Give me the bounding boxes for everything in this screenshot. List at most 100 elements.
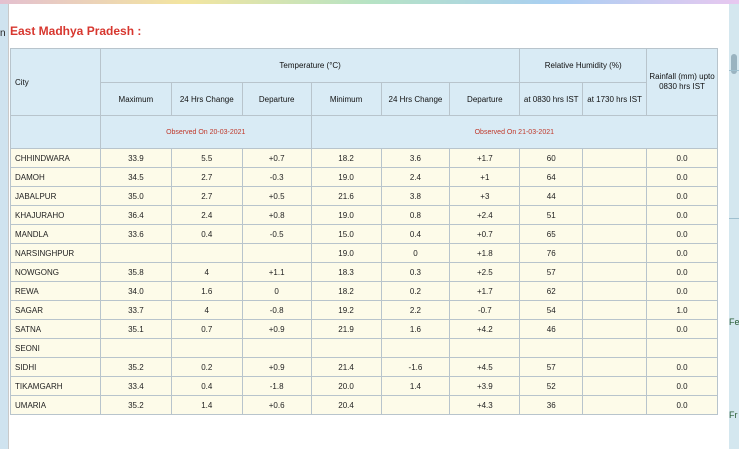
header-rh-0830: at 0830 hrs IST <box>519 82 584 116</box>
table-row: NOWGONG 35.8 4 +1.1 18.3 0.3 +2.5 57 0.0 <box>10 262 718 282</box>
cell-rh-0830: 57 <box>519 357 584 377</box>
cell-rh-1730 <box>582 300 648 320</box>
cell-departure-max: +0.7 <box>241 148 312 168</box>
right-edge-text-1: Fe <box>729 317 739 327</box>
header-humidity: Relative Humidity (%) <box>519 48 648 83</box>
cell-city: TIKAMGARH <box>10 376 101 396</box>
table-row: UMARIA 35.2 1.4 +0.6 20.4 +4.3 36 0.0 <box>10 395 718 415</box>
cell-city: DAMOH <box>10 167 101 187</box>
cell-departure-min: +2.4 <box>449 205 521 225</box>
cell-departure-max: -0.5 <box>241 224 312 244</box>
cell-departure-max: +1.1 <box>241 262 312 282</box>
cell-rh-1730 <box>582 376 648 396</box>
cell-change-max: 4 <box>170 262 243 282</box>
cell-maximum: 33.9 <box>99 148 172 168</box>
cell-city: SATNA <box>10 319 101 339</box>
table-row: KHAJURAHO 36.4 2.4 +0.8 19.0 0.8 +2.4 51 0.0 <box>10 205 718 225</box>
cell-rh-0830: 54 <box>519 300 584 320</box>
cell-change-min: 1.6 <box>380 319 451 339</box>
cell-change-min: 2.4 <box>380 167 451 187</box>
cell-change-max: 2.7 <box>170 186 243 206</box>
cell-departure-max: +0.5 <box>241 186 312 206</box>
cell-change-min: 0.3 <box>380 262 451 282</box>
cell-minimum: 20.4 <box>310 395 382 415</box>
cell-departure-min: +4.5 <box>449 357 521 377</box>
panel-bottom <box>9 426 728 449</box>
right-adjacent-panel: Fe Fr <box>729 4 739 449</box>
cell-departure-max: -0.8 <box>241 300 312 320</box>
cell-change-min: 0.4 <box>380 224 451 244</box>
header-rainfall: Rainfall (mm) upto 0830 hrs IST <box>646 48 718 116</box>
header-change-min: 24 Hrs Change <box>380 82 451 116</box>
cell-minimum: 18.2 <box>310 281 382 301</box>
cell-maximum <box>99 243 172 263</box>
header-maximum: Maximum <box>99 82 172 116</box>
cell-rainfall: 1.0 <box>646 300 718 320</box>
cell-departure-min: +1.8 <box>449 243 521 263</box>
cell-city: SIDHI <box>10 357 101 377</box>
cell-minimum: 19.0 <box>310 205 382 225</box>
table-row: CHHINDWARA 33.9 5.5 +0.7 18.2 3.6 +1.7 60 0.0 <box>10 148 718 168</box>
table-row: SATNA 35.1 0.7 +0.9 21.9 1.6 +4.2 46 0.0 <box>10 319 718 339</box>
cell-change-min <box>380 338 451 358</box>
cell-change-max: 0.7 <box>170 319 243 339</box>
cell-departure-min <box>449 338 521 358</box>
cell-rh-1730 <box>582 281 648 301</box>
cell-change-max: 0.2 <box>170 357 243 377</box>
cell-rainfall: 0.0 <box>646 262 718 282</box>
cell-city: UMARIA <box>10 395 101 415</box>
cell-rainfall <box>646 338 718 358</box>
cell-maximum: 34.0 <box>99 281 172 301</box>
cell-departure-min: +4.3 <box>449 395 521 415</box>
cell-rh-1730 <box>582 186 648 206</box>
section-title: East Madhya Pradesh : <box>10 24 142 38</box>
cell-change-min: 0 <box>380 243 451 263</box>
cell-minimum: 21.4 <box>310 357 382 377</box>
cell-rh-1730 <box>582 357 648 377</box>
table-row: TIKAMGARH 33.4 0.4 -1.8 20.0 1.4 +3.9 52 0.0 <box>10 376 718 396</box>
cell-change-min: 3.8 <box>380 186 451 206</box>
cell-rainfall: 0.0 <box>646 186 718 206</box>
cell-departure-max: +0.8 <box>241 205 312 225</box>
cell-departure-min: +0.7 <box>449 224 521 244</box>
header-temperature: Temperature (°C) <box>99 48 521 83</box>
cell-rainfall: 0.0 <box>646 376 718 396</box>
cell-rh-0830: 60 <box>519 148 584 168</box>
cell-maximum: 35.1 <box>99 319 172 339</box>
table-row: SEONI <box>10 338 718 358</box>
cell-rh-0830: 36 <box>519 395 584 415</box>
cell-departure-max: +0.9 <box>241 319 312 339</box>
cell-maximum <box>99 338 172 358</box>
cell-city: JABALPUR <box>10 186 101 206</box>
cell-rainfall: 0.0 <box>646 148 718 168</box>
table-row: JABALPUR 35.0 2.7 +0.5 21.6 3.8 +3 44 0.0 <box>10 186 718 206</box>
cell-rh-0830: 44 <box>519 186 584 206</box>
cell-change-max <box>170 243 243 263</box>
cell-change-max: 0.4 <box>170 224 243 244</box>
cell-change-max: 2.7 <box>170 167 243 187</box>
cell-departure-min: +1 <box>449 167 521 187</box>
cell-maximum: 35.0 <box>99 186 172 206</box>
cell-minimum: 18.2 <box>310 148 382 168</box>
cell-city: MANDLA <box>10 224 101 244</box>
cell-rainfall: 0.0 <box>646 281 718 301</box>
cell-rainfall: 0.0 <box>646 357 718 377</box>
cell-rainfall: 0.0 <box>646 395 718 415</box>
cell-change-max <box>170 338 243 358</box>
cell-rainfall: 0.0 <box>646 243 718 263</box>
cell-city: SEONI <box>10 338 101 358</box>
cell-change-max: 1.6 <box>170 281 243 301</box>
cell-rainfall: 0.0 <box>646 205 718 225</box>
cell-departure-max: -1.8 <box>241 376 312 396</box>
cell-rainfall: 0.0 <box>646 167 718 187</box>
header-departure-max: Departure <box>241 82 312 116</box>
table-row: SIDHI 35.2 0.2 +0.9 21.4 -1.6 +4.5 57 0.0 <box>10 357 718 377</box>
cell-rh-1730 <box>582 395 648 415</box>
header-change-max: 24 Hrs Change <box>170 82 243 116</box>
cell-minimum: 19.0 <box>310 243 382 263</box>
header-departure-min: Departure <box>449 82 521 116</box>
cell-maximum: 33.4 <box>99 376 172 396</box>
scrollbar-thumb[interactable] <box>731 54 737 74</box>
cell-change-min: 2.2 <box>380 300 451 320</box>
cell-change-min: 3.6 <box>380 148 451 168</box>
